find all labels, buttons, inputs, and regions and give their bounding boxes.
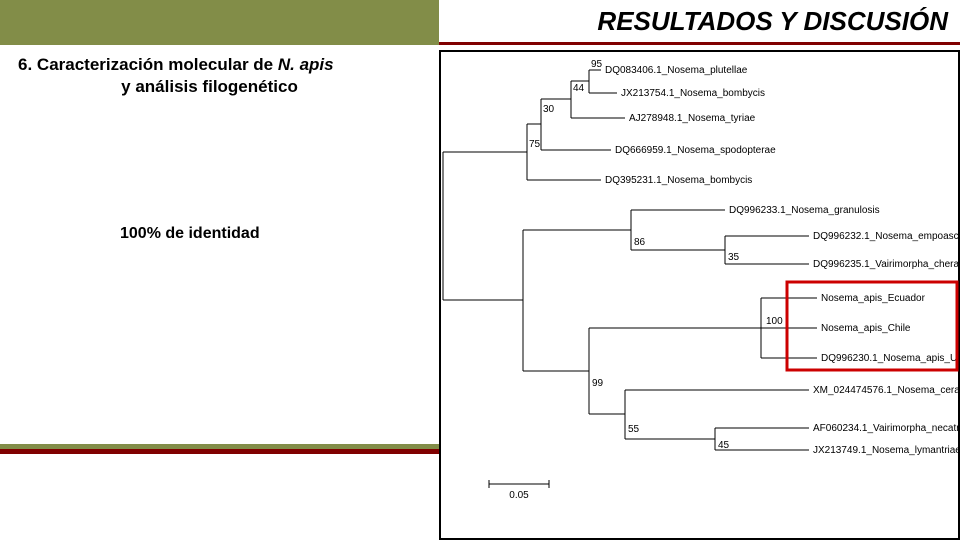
- svg-text:Nosema_apis_Ecuador: Nosema_apis_Ecuador: [821, 293, 926, 304]
- svg-text:AF060234.1_Vairimorpha_necatri: AF060234.1_Vairimorpha_necatrix: [813, 423, 960, 434]
- top-bar: [0, 0, 439, 45]
- svg-text:DQ395231.1_Nosema_bombycis: DQ395231.1_Nosema_bombycis: [605, 175, 752, 186]
- svg-text:DQ996232.1_Nosema_empoascae: DQ996232.1_Nosema_empoascae: [813, 231, 960, 242]
- svg-text:JX213749.1_Nosema_lymantriae: JX213749.1_Nosema_lymantriae: [813, 445, 960, 456]
- identity-note: 100% de identidad: [120, 225, 260, 243]
- phylo-tree: DQ083406.1_Nosema_plutellae JX213754.1_No…: [441, 52, 960, 542]
- section-number: 6.: [18, 55, 32, 74]
- phylo-tree-panel: DQ083406.1_Nosema_plutellae JX213754.1_No…: [439, 50, 960, 540]
- svg-text:XM_024474576.1_Nosema_ceranae: XM_024474576.1_Nosema_ceranae: [813, 385, 960, 396]
- svg-text:100: 100: [766, 316, 783, 327]
- svg-text:DQ996235.1_Vairimorpha_cheraci: DQ996235.1_Vairimorpha_cheracis: [813, 259, 960, 270]
- svg-text:55: 55: [628, 424, 640, 435]
- svg-text:75: 75: [529, 139, 541, 150]
- page-title-text: RESULTADOS Y DISCUSIÓN: [597, 6, 948, 37]
- left-column: 6. Caracterización molecular de N. apis …: [0, 45, 439, 107]
- svg-text:DQ666959.1_Nosema_spodopterae: DQ666959.1_Nosema_spodopterae: [615, 145, 776, 156]
- svg-text:DQ996230.1_Nosema_apis_UK: DQ996230.1_Nosema_apis_UK: [821, 353, 960, 364]
- svg-text:Nosema_apis_Chile: Nosema_apis_Chile: [821, 323, 911, 334]
- svg-text:30: 30: [543, 104, 555, 115]
- svg-text:95: 95: [591, 59, 603, 70]
- page-title: RESULTADOS Y DISCUSIÓN: [439, 0, 960, 45]
- section-subheading: y análisis filogenético: [0, 77, 421, 97]
- svg-text:35: 35: [728, 252, 740, 263]
- footer-bar: [0, 444, 439, 454]
- svg-text:DQ083406.1_Nosema_plutellae: DQ083406.1_Nosema_plutellae: [605, 65, 748, 76]
- svg-text:AJ278948.1_Nosema_tyriae: AJ278948.1_Nosema_tyriae: [629, 113, 756, 124]
- section-line1: Caracterización molecular de: [37, 55, 278, 74]
- svg-text:0.05: 0.05: [509, 490, 529, 501]
- svg-text:99: 99: [592, 378, 604, 389]
- section-heading: 6. Caracterización molecular de N. apis: [18, 55, 421, 75]
- svg-text:86: 86: [634, 237, 646, 248]
- species-name: N. apis: [278, 55, 334, 74]
- svg-text:45: 45: [718, 440, 730, 451]
- footer-maroon-stripe: [0, 449, 439, 454]
- svg-text:44: 44: [573, 83, 585, 94]
- svg-text:JX213754.1_Nosema_bombycis: JX213754.1_Nosema_bombycis: [621, 88, 765, 99]
- svg-text:DQ996233.1_Nosema_granulosis: DQ996233.1_Nosema_granulosis: [729, 205, 880, 216]
